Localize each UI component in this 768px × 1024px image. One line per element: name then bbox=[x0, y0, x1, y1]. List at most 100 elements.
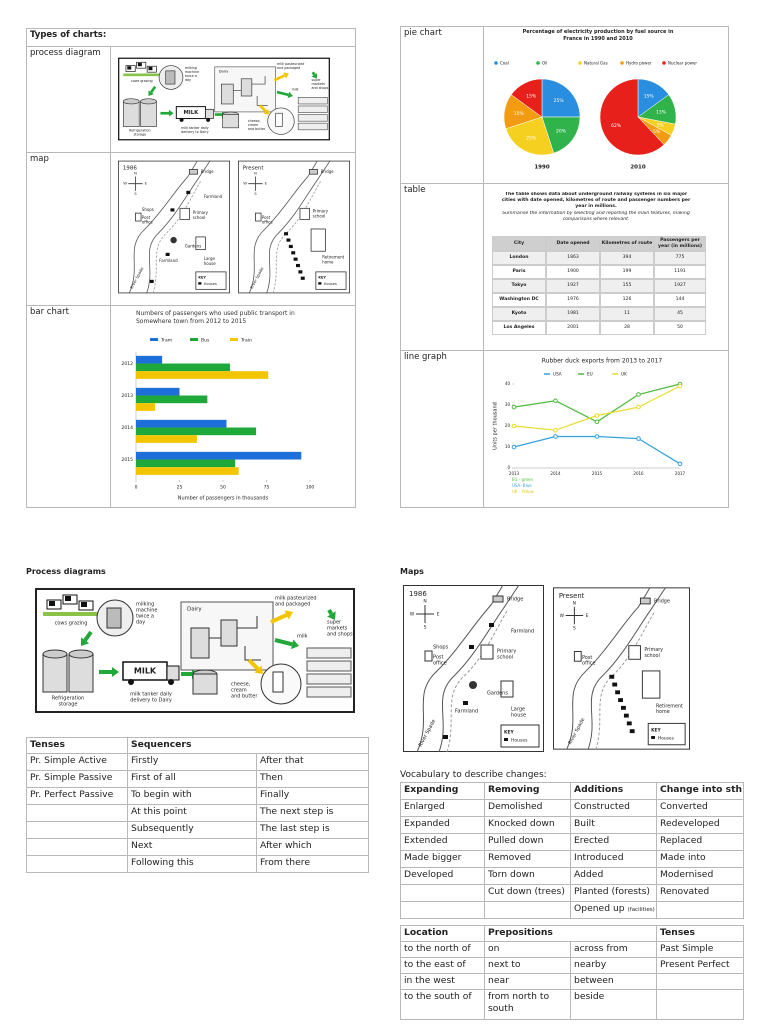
label: markets bbox=[327, 626, 348, 632]
table-cell: Pr. Simple Active bbox=[26, 753, 128, 771]
label: house bbox=[511, 713, 526, 719]
table-cell: Removed bbox=[484, 850, 571, 868]
table-cell: Removing bbox=[484, 782, 571, 800]
compass-letter: E bbox=[437, 612, 440, 618]
key-icon bbox=[651, 736, 656, 739]
point bbox=[511, 444, 517, 450]
section-heading: Process diagrams bbox=[26, 567, 106, 576]
key-icon bbox=[198, 282, 202, 285]
key-title: KEY bbox=[318, 275, 326, 279]
table-cell: The next step is bbox=[256, 804, 369, 822]
label: milk bbox=[297, 634, 308, 640]
cab bbox=[205, 108, 214, 119]
river-bank bbox=[248, 160, 318, 294]
frame bbox=[553, 587, 690, 750]
label: milk bbox=[292, 87, 299, 91]
table-cell: on bbox=[484, 941, 571, 958]
chart-title: Rubber duck exports from 2013 to 2017 bbox=[542, 358, 663, 365]
table-cell: 1927 bbox=[654, 279, 706, 293]
label: Post bbox=[262, 215, 271, 220]
table-cell: 1927 bbox=[546, 279, 600, 293]
table-instruction: Summarise the information by selecting a… bbox=[502, 211, 690, 222]
pie-label: 2010 bbox=[630, 165, 645, 171]
label: Farmland bbox=[204, 194, 223, 199]
compass-letter: N bbox=[423, 599, 426, 605]
cell-text: Opened up bbox=[574, 903, 625, 914]
table-cell: Expanded bbox=[400, 816, 485, 834]
label: super bbox=[327, 620, 342, 626]
y-axis-label: Units per thousand bbox=[493, 402, 499, 450]
shelf bbox=[306, 660, 352, 672]
table-cell: Demolished bbox=[484, 799, 571, 817]
tank-top bbox=[42, 649, 68, 659]
machine bbox=[165, 70, 176, 85]
compass-letter: E bbox=[145, 182, 148, 186]
arrow-head bbox=[327, 611, 336, 620]
table-header-cell: Passengers per year (in millions) bbox=[654, 236, 706, 251]
table-cell: 1863 bbox=[546, 251, 600, 265]
compass bbox=[416, 605, 434, 623]
table-cell: Torn down bbox=[484, 867, 571, 885]
key-icon bbox=[318, 282, 322, 285]
table-cell: Planted (forests) bbox=[570, 884, 657, 902]
bridge bbox=[189, 169, 198, 175]
value-label: 15% bbox=[526, 94, 537, 100]
bridge bbox=[309, 169, 318, 175]
table-cell bbox=[483, 350, 729, 508]
label: Farmland bbox=[511, 629, 534, 635]
tank bbox=[68, 653, 94, 693]
key-label: Houses bbox=[204, 282, 217, 286]
x-tick-label: 75 bbox=[264, 485, 270, 491]
bar bbox=[136, 371, 269, 379]
table-cell: beside bbox=[570, 989, 657, 1020]
y-tick-label: 20 bbox=[505, 423, 511, 428]
house-icon bbox=[286, 238, 291, 242]
river-bank bbox=[438, 585, 520, 752]
house-icon bbox=[293, 257, 298, 261]
section-heading: Maps bbox=[400, 567, 424, 576]
cow-spot bbox=[137, 62, 142, 67]
table-cell: Additions bbox=[570, 782, 657, 800]
pie-slice bbox=[541, 116, 581, 154]
line bbox=[513, 435, 681, 465]
label: Primary bbox=[313, 209, 329, 214]
point bbox=[677, 461, 683, 467]
table-cell: Then bbox=[256, 770, 369, 788]
table-cell: 1191 bbox=[654, 265, 706, 279]
arrow bbox=[258, 104, 267, 113]
table-cell: next to bbox=[484, 957, 571, 974]
house-block bbox=[641, 670, 661, 699]
table-cell: Firstly bbox=[127, 753, 257, 771]
table-cell bbox=[656, 989, 744, 1020]
x-tick-label: 50 bbox=[220, 485, 226, 491]
table-cell: Replaced bbox=[656, 833, 744, 851]
house-icon bbox=[609, 674, 615, 679]
label: office bbox=[582, 661, 595, 667]
legend-swatch bbox=[150, 338, 158, 341]
table-cell: 11 bbox=[600, 307, 654, 321]
bridge bbox=[639, 597, 651, 605]
chart: Numbers of passengers who used public tr… bbox=[122, 310, 315, 502]
table-cell: Los Angeles bbox=[492, 321, 546, 335]
arrow-head bbox=[283, 72, 289, 79]
house-icon bbox=[288, 244, 293, 249]
x-axis-label: Number of passengers in thousands bbox=[178, 496, 269, 502]
label: Farmland bbox=[455, 709, 478, 715]
table-cell: 50 bbox=[654, 321, 706, 335]
label: cream bbox=[231, 688, 247, 694]
arrow bbox=[327, 608, 334, 616]
house-block bbox=[500, 680, 514, 698]
tank-top bbox=[68, 649, 94, 659]
label: Shops bbox=[433, 645, 449, 651]
chart-title: Percentage of electricity production by … bbox=[522, 29, 674, 42]
point bbox=[553, 427, 558, 433]
value-label: 5% bbox=[653, 129, 661, 135]
bar bbox=[136, 459, 236, 468]
table-cell: Types of charts: bbox=[26, 28, 356, 47]
cow-spot bbox=[148, 66, 153, 71]
arrow-head bbox=[284, 610, 293, 620]
legend-label: UK bbox=[621, 372, 627, 377]
